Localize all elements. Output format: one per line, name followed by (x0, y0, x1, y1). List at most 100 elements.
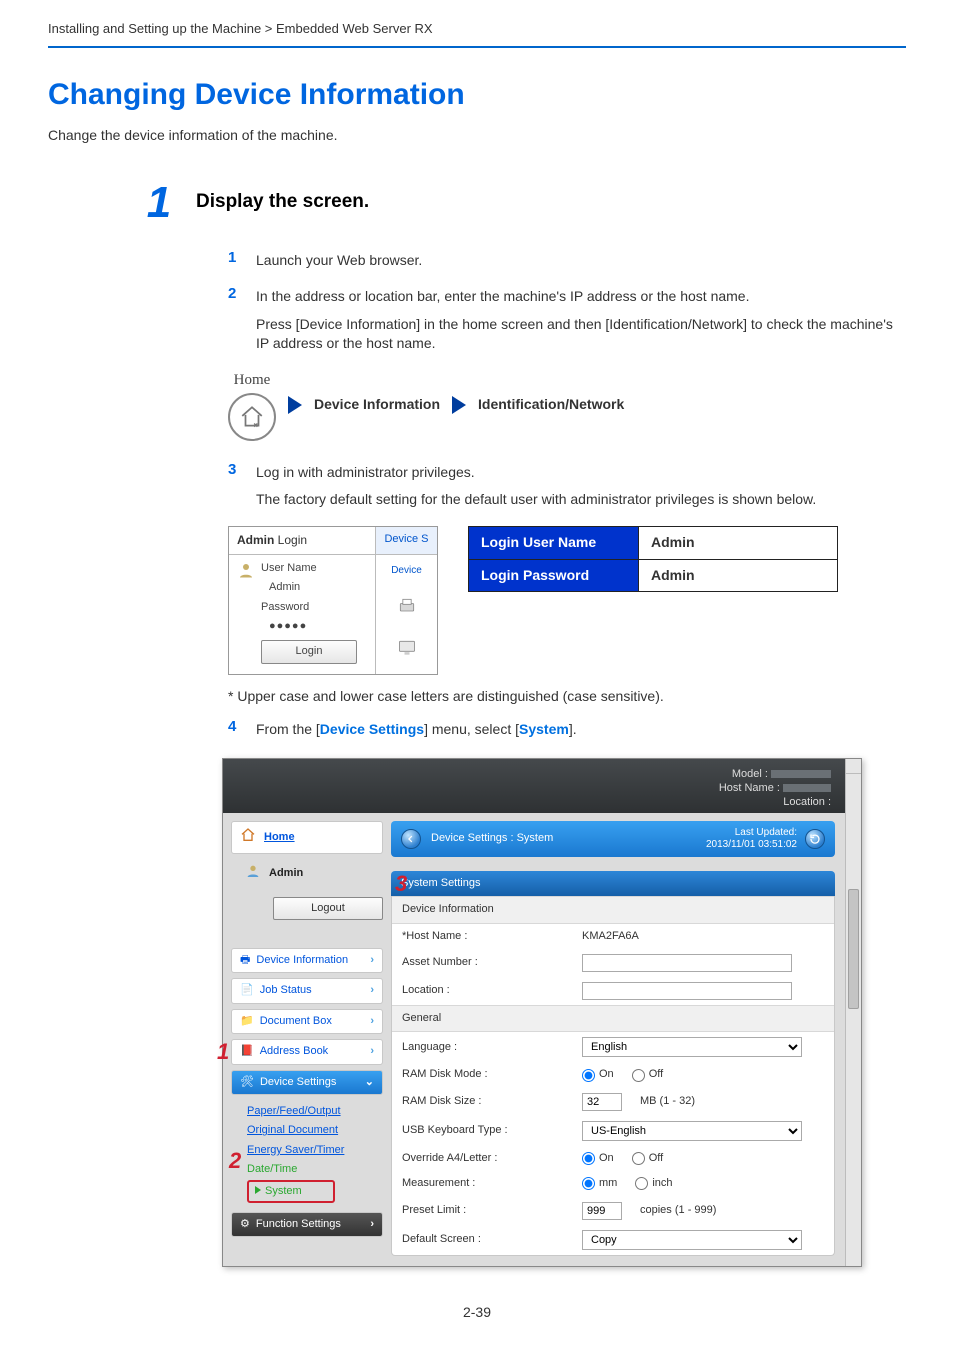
breadcrumb: Installing and Setting up the Machine > … (48, 20, 906, 48)
back-button[interactable] (401, 829, 421, 849)
ramdisk-off[interactable] (632, 1069, 645, 1082)
sublink-system[interactable]: System (247, 1180, 335, 1203)
logout-button[interactable]: Logout (273, 897, 383, 920)
form-row: *Host Name :KMA2FA6A (392, 924, 834, 949)
sublink-energy[interactable]: Energy Saver/Timer (247, 1141, 383, 1160)
last-updated-label: Last Updated: (706, 827, 797, 839)
step-number: 1 (140, 172, 178, 234)
intro-text: Change the device information of the mac… (48, 126, 906, 146)
login-panel-title: Admin Login (229, 527, 375, 554)
sub-text: In the address or location bar, enter th… (256, 287, 906, 307)
monitor-icon (396, 638, 418, 664)
cred-val: Admin (639, 526, 838, 559)
printer-icon (396, 596, 418, 622)
title-bar-text: Device Settings : System (431, 831, 553, 846)
credentials-table: Login User Name Admin Login Password Adm… (468, 526, 838, 592)
username-value: Admin (261, 580, 357, 595)
sidebar-sublinks: Paper/Feed/Output Original Document Ener… (231, 1100, 383, 1207)
callout-1: 1 (217, 1037, 229, 1068)
password-value: ●●●●● (261, 619, 357, 634)
chevron-right-icon: › (370, 1044, 374, 1059)
measure-mm[interactable] (582, 1177, 595, 1190)
sidebar-home[interactable]: Home (231, 821, 383, 854)
login-panel-right-sub: Device (391, 564, 422, 578)
sidebar: Home Admin Logout 🖶Device Information› 📄… (223, 813, 391, 1266)
login-button[interactable]: Login (261, 640, 357, 663)
page-title: Changing Device Information (48, 74, 906, 116)
settings-icon: 🛠 (240, 1075, 254, 1090)
section-device-info: Device Information (392, 896, 834, 923)
home-crumb-box: Home Device Information Identification/N… (228, 370, 906, 441)
triangle-icon (255, 1186, 261, 1194)
override-on[interactable] (582, 1152, 595, 1165)
sidebar-item-job-status[interactable]: 📄Job Status› (231, 978, 383, 1003)
sub-note: The factory default setting for the defa… (256, 490, 906, 510)
sidebar-admin: Admin (231, 858, 383, 894)
sublink-datetime[interactable]: Date/Time (247, 1160, 383, 1179)
cred-key: Login Password (469, 559, 639, 592)
sidebar-item-device-info[interactable]: 🖶Device Information› (231, 948, 383, 973)
embedded-screenshot: Model : Host Name : Location : Home Admi… (222, 758, 862, 1267)
cred-key: Login User Name (469, 526, 639, 559)
book-icon: 📕 (240, 1044, 254, 1059)
sidebar-item-address-book[interactable]: 📕Address Book› (231, 1039, 383, 1064)
case-note: * Upper case and lower case letters are … (228, 687, 906, 707)
ramdisk-on[interactable] (582, 1069, 595, 1082)
override-off[interactable] (632, 1152, 645, 1165)
sub-note: Press [Device Information] in the home s… (256, 315, 906, 354)
sublink-original[interactable]: Original Document (247, 1121, 383, 1140)
home-icon (228, 393, 276, 441)
crumb-id-network: Identification/Network (478, 395, 624, 415)
form-row: Asset Number : (392, 949, 834, 977)
step-title: Display the screen. (196, 189, 369, 216)
chevron-icon (452, 396, 466, 414)
keyboard-select[interactable]: US-English (582, 1121, 802, 1141)
sidebar-item-device-settings[interactable]: 🛠Device Settings⌄ (231, 1070, 383, 1095)
asset-input[interactable] (582, 954, 792, 972)
sub-text: Log in with administrator privileges. (256, 463, 906, 483)
device-icon: 🖶 (240, 953, 250, 968)
location-input[interactable] (582, 982, 792, 1000)
user-icon (245, 863, 261, 884)
user-icon (237, 561, 255, 668)
chevron-down-icon: ⌄ (365, 1075, 374, 1090)
function-icon: ⚙ (240, 1217, 250, 1232)
title-bar: Device Settings : System Last Updated: 2… (391, 821, 835, 857)
home-label: Home (234, 370, 271, 391)
form-area: Device Information *Host Name :KMA2FA6A … (391, 896, 835, 1255)
chevron-right-icon: › (370, 1217, 374, 1232)
box-icon: 📁 (240, 1014, 254, 1029)
login-panel: Admin Login Device S User Name Admin Pas… (228, 526, 438, 675)
ramdisk-size-input[interactable] (582, 1093, 622, 1111)
refresh-button[interactable] (805, 829, 825, 849)
chevron-right-icon: › (370, 1014, 374, 1029)
password-label: Password (261, 600, 357, 615)
substep-4: 4 From the [Device Settings] menu, selec… (228, 716, 906, 744)
sub-text: From the [Device Settings] menu, select … (256, 720, 906, 740)
preset-limit-input[interactable] (582, 1202, 622, 1220)
default-screen-select[interactable]: Copy (582, 1230, 802, 1250)
login-panel-right-hd: Device S (375, 527, 437, 554)
sub-text: Launch your Web browser. (256, 251, 906, 271)
sub-num: 2 (228, 283, 242, 358)
sub-num: 4 (228, 716, 242, 744)
sidebar-item-function-settings[interactable]: ⚙Function Settings› (231, 1212, 383, 1237)
substep-2: 2 In the address or location bar, enter … (228, 283, 906, 358)
section-bar: System Settings (391, 871, 835, 896)
substep-3: 3 Log in with administrator privileges. … (228, 459, 906, 514)
home-icon (240, 827, 256, 848)
sublink-paper[interactable]: Paper/Feed/Output (247, 1102, 383, 1121)
scrollbar[interactable] (845, 759, 861, 1266)
sub-num: 3 (228, 459, 242, 514)
chevron-icon (288, 396, 302, 414)
section-general: General (392, 1005, 834, 1032)
language-select[interactable]: English (582, 1037, 802, 1057)
last-updated-value: 2013/11/01 03:51:02 (706, 839, 797, 851)
username-label: User Name (261, 561, 357, 576)
callout-2: 2 (229, 1146, 241, 1177)
page-number: 2-39 (48, 1303, 906, 1323)
crumb-device-info: Device Information (314, 395, 440, 415)
measure-inch[interactable] (635, 1177, 648, 1190)
cred-val: Admin (639, 559, 838, 592)
sidebar-item-document-box[interactable]: 📁Document Box› (231, 1009, 383, 1034)
